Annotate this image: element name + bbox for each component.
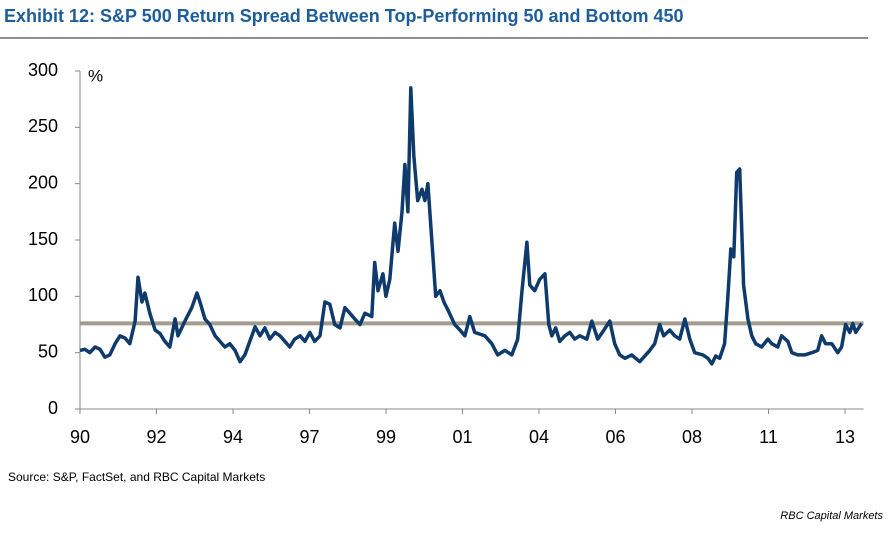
y-tick-label: 0	[48, 398, 58, 418]
x-tick-label: 94	[223, 427, 243, 447]
x-tick-label: 99	[376, 427, 396, 447]
y-tick-label: 250	[28, 116, 58, 136]
y-tick-label: 150	[28, 229, 58, 249]
x-tick-label: 97	[299, 427, 319, 447]
x-tick-label: 08	[682, 427, 702, 447]
footer: RBC Capital Markets	[780, 510, 883, 522]
chart-title: Exhibit 12: S&P 500 Return Spread Betwee…	[4, 6, 683, 26]
data-line	[79, 86, 864, 366]
x-tick-label: 13	[835, 427, 855, 447]
x-tick-label: 01	[453, 427, 473, 447]
y-tick-label: 50	[38, 341, 58, 361]
y-tick-label: 100	[28, 285, 58, 305]
x-tick-label: 06	[605, 427, 625, 447]
x-tick-label: 04	[529, 427, 549, 447]
x-tick-label: 92	[146, 427, 166, 447]
y-unit: %	[88, 66, 103, 85]
source-note: Source: S&P, FactSet, and RBC Capital Ma…	[8, 470, 265, 484]
x-tick-label: 11	[759, 427, 778, 447]
y-tick-label: 300	[28, 60, 58, 80]
x-tick-label: 90	[70, 427, 90, 447]
y-tick-label: 200	[28, 172, 58, 192]
